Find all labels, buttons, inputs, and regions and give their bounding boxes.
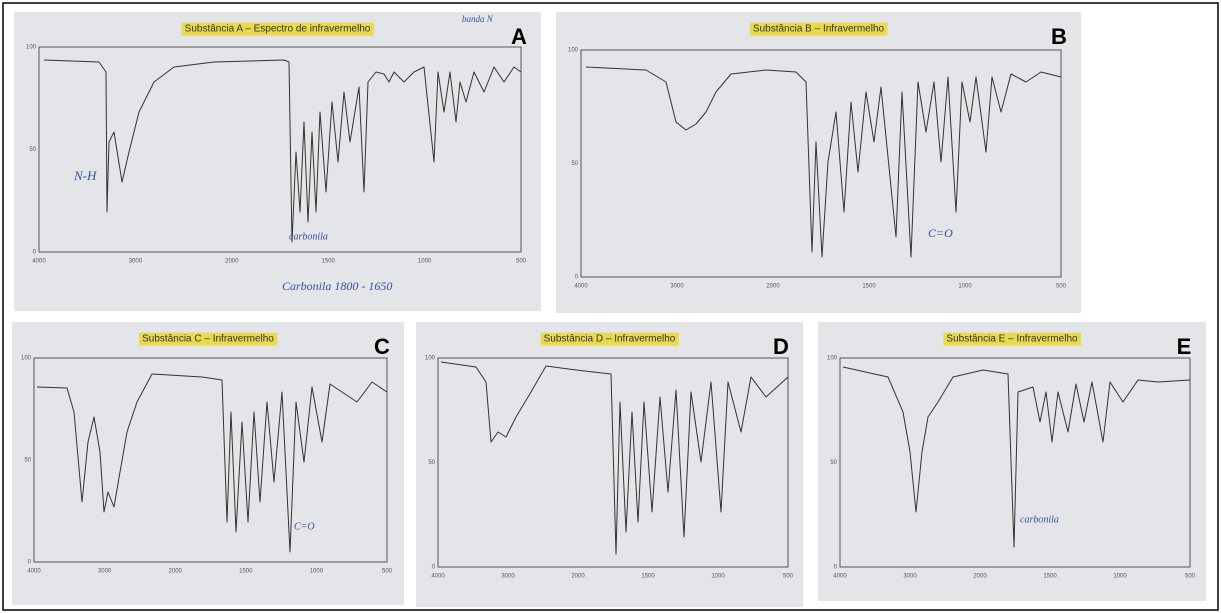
panel-title: Substância A – Espectro de infravermelho	[185, 24, 371, 35]
x-tick-label: 500	[1185, 574, 1196, 580]
x-tick-label: 4000	[574, 284, 588, 290]
x-tick-label: 1500	[641, 574, 655, 580]
plot-frame	[437, 357, 789, 568]
x-tick-label: 1000	[418, 259, 432, 265]
x-tick-label: 2000	[973, 574, 987, 580]
handwritten-note: C=O	[928, 226, 953, 240]
panel-letter: D	[773, 334, 789, 359]
panel-a: Substância A – Espectro de infravermelho…	[14, 12, 541, 311]
panel-d: Substância D – Infravermelho D 4000 3000 200…	[416, 322, 803, 607]
paper	[416, 322, 803, 607]
y-tick-label: 0	[33, 250, 37, 256]
x-tick-label: 500	[1056, 284, 1067, 290]
spectrum	[43, 59, 522, 243]
spectrum	[842, 366, 1191, 548]
y-tick-label: 50	[830, 460, 837, 466]
x-tick-label: 500	[382, 569, 393, 575]
x-tick-label: 1500	[239, 569, 253, 575]
x-tick-label: 3000	[129, 259, 143, 265]
handwritten-note: C=O	[294, 521, 315, 532]
x-tick-label: 2000	[225, 259, 239, 265]
plot-frame	[839, 357, 1191, 568]
x-tick-label: 3000	[670, 284, 684, 290]
x-tick-label: 1500	[862, 284, 876, 290]
x-tick-label: 3000	[501, 574, 515, 580]
panel-letter: A	[511, 24, 527, 49]
x-tick-label: 2000	[169, 569, 183, 575]
y-tick-label: 0	[834, 565, 838, 571]
y-tick-label: 0	[28, 560, 32, 566]
x-tick-label: 2000	[766, 284, 780, 290]
panel-b: Substância B – Infravermelho B 4000 3000 200…	[556, 12, 1081, 313]
handwritten-note: banda N	[462, 14, 494, 24]
y-tick-label: 100	[26, 45, 37, 51]
plot-frame	[33, 357, 388, 563]
panel-letter: B	[1051, 24, 1067, 49]
panel-e: Substância E – Infravermelho E 4000 3000 200…	[818, 322, 1206, 601]
plot-frame	[580, 49, 1062, 278]
title-highlight	[540, 332, 679, 346]
paper	[14, 12, 541, 311]
x-tick-label: 2000	[571, 574, 585, 580]
y-tick-label: 100	[827, 356, 838, 362]
title-highlight	[749, 22, 888, 36]
x-tick-label: 4000	[32, 259, 46, 265]
y-tick-label: 0	[432, 565, 436, 571]
paper	[818, 322, 1206, 601]
handwritten-note: carbonila	[289, 231, 328, 242]
title-highlight	[139, 332, 278, 346]
panel-c: Substância C – Infravermelho C 4000 3000 200…	[12, 322, 404, 605]
paper	[556, 12, 1081, 313]
spectrum	[585, 66, 1062, 258]
x-tick-label: 3000	[903, 574, 917, 580]
handwritten-note: N-H	[73, 168, 97, 183]
y-tick-label: 0	[575, 275, 579, 281]
panel-title: Substância E – Infravermelho	[946, 334, 1078, 345]
x-tick-label: 4000	[27, 569, 41, 575]
panel-letter: C	[374, 334, 390, 359]
handwritten-note: carbonila	[1020, 514, 1059, 525]
panel-title: Substância B – Infravermelho	[753, 24, 885, 35]
paper	[12, 322, 404, 605]
panel-title: Substância C – Infravermelho	[142, 334, 274, 345]
x-tick-label: 1000	[958, 284, 972, 290]
x-tick-label: 1000	[1113, 574, 1127, 580]
x-tick-label: 1000	[711, 574, 725, 580]
y-tick-label: 50	[24, 458, 31, 464]
x-tick-label: 1500	[322, 259, 336, 265]
y-tick-label: 100	[425, 356, 436, 362]
y-tick-label: 50	[571, 161, 578, 167]
y-tick-label: 50	[428, 460, 435, 466]
x-tick-label: 500	[516, 259, 527, 265]
y-tick-label: 100	[21, 356, 32, 362]
x-tick-label: 1500	[1043, 574, 1057, 580]
y-tick-label: 50	[29, 147, 36, 153]
x-tick-label: 4000	[833, 574, 847, 580]
x-tick-label: 4000	[431, 574, 445, 580]
title-highlight	[943, 332, 1082, 346]
x-tick-label: 500	[783, 574, 794, 580]
handwritten-note: Carbonila 1800 - 1650	[282, 279, 392, 293]
x-tick-label: 1000	[310, 569, 324, 575]
y-tick-label: 100	[568, 48, 579, 54]
title-highlight	[181, 22, 374, 36]
panel-title: Substância D – Infravermelho	[544, 334, 676, 345]
spectrum	[36, 373, 388, 553]
plot-frame	[38, 46, 522, 253]
panel-letter: E	[1177, 334, 1192, 359]
x-tick-label: 3000	[98, 569, 112, 575]
spectrum	[440, 361, 789, 555]
